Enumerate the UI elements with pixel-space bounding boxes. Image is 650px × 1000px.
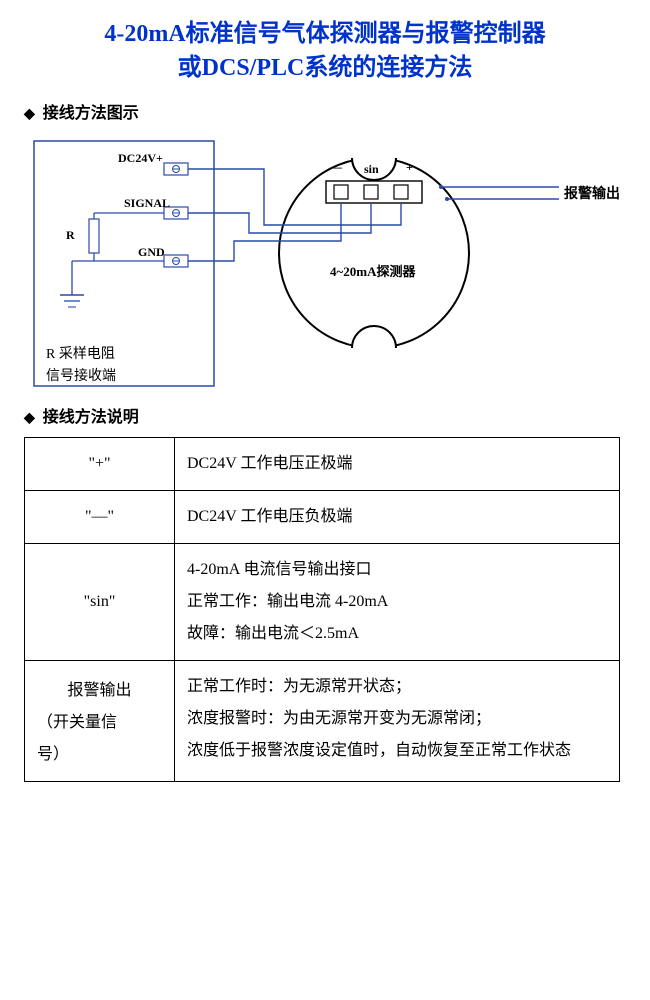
page-title: 4-20mA标准信号气体探测器与报警控制器 或DCS/PLC系统的连接方法 [24, 18, 626, 85]
label-detector: 4~20mA探测器 [330, 261, 415, 280]
section-header-description: ◆ 接线方法说明 [24, 403, 626, 427]
section2-label: 接线方法说明 [43, 409, 139, 426]
table-row: "+" DC24V 工作电压正极端 [25, 438, 620, 491]
table-value-cell: 4-20mA 电流信号输出接口正常工作：输出电流 4-20mA故障：输出电流＜2… [175, 544, 620, 661]
label-dc24v: DC24V+ [118, 151, 163, 166]
label-plus: + [406, 160, 413, 175]
table-value-line: 故障：输出电流＜2.5mA [187, 618, 607, 650]
label-receiver-2: 信号接收端 [46, 365, 116, 385]
table-value-line: 正常工作时：为无源常开状态； [187, 671, 607, 703]
table-value-cell: DC24V 工作电压负极端 [175, 491, 620, 544]
label-signal: SIGNAL [124, 196, 170, 211]
table-row: "sin"4-20mA 电流信号输出接口正常工作：输出电流 4-20mA故障：输… [25, 544, 620, 661]
table-value-line: DC24V 工作电压正极端 [187, 448, 607, 480]
diamond-icon: ◆ [24, 410, 35, 427]
table-value-cell: 正常工作时：为无源常开状态；浓度报警时：为由无源常开变为无源常闭；浓度低于报警浓… [175, 661, 620, 782]
label-alarm-output: 报警输出 [564, 183, 620, 203]
table-value-line: 浓度低于报警浓度设定值时，自动恢复至正常工作状态 [187, 735, 607, 767]
table-value-cell: DC24V 工作电压正极端 [175, 438, 620, 491]
section-header-diagram: ◆ 接线方法图示 [24, 99, 626, 123]
table-row: "—" DC24V 工作电压负极端 [25, 491, 620, 544]
terminal-description-table: "+"DC24V 工作电压正极端"—"DC24V 工作电压负极端"sin"4-2… [24, 437, 620, 782]
wiring-diagram: DC24V+ SIGNAL R GND — sin + 4~20mA探测器 报警… [24, 133, 624, 393]
title-line-2: 或DCS/PLC系统的连接方法 [178, 55, 473, 81]
table-value-line: 4-20mA 电流信号输出接口 [187, 554, 607, 586]
table-value-line: 浓度报警时：为由无源常开变为无源常闭； [187, 703, 607, 735]
table-value-line: 正常工作：输出电流 4-20mA [187, 586, 607, 618]
label-R-resistor: R [66, 228, 75, 243]
table-key-cell: 报警输出（开关量信号） [25, 661, 175, 782]
table-key-cell: "—" [25, 491, 175, 544]
table-key-cell: "+" [25, 438, 175, 491]
label-minus: — [330, 160, 342, 175]
title-line-1: 4-20mA标准信号气体探测器与报警控制器 [104, 21, 545, 47]
section1-label: 接线方法图示 [43, 105, 139, 122]
table-row: 报警输出（开关量信号）正常工作时：为无源常开状态；浓度报警时：为由无源常开变为无… [25, 661, 620, 782]
diamond-icon: ◆ [24, 106, 35, 123]
label-sin: sin [364, 162, 379, 177]
label-receiver-1: R 采样电阻 [46, 343, 115, 363]
table-value-line: DC24V 工作电压负极端 [187, 501, 607, 533]
table-key-cell: "sin" [25, 544, 175, 661]
label-gnd: GND [138, 245, 165, 260]
